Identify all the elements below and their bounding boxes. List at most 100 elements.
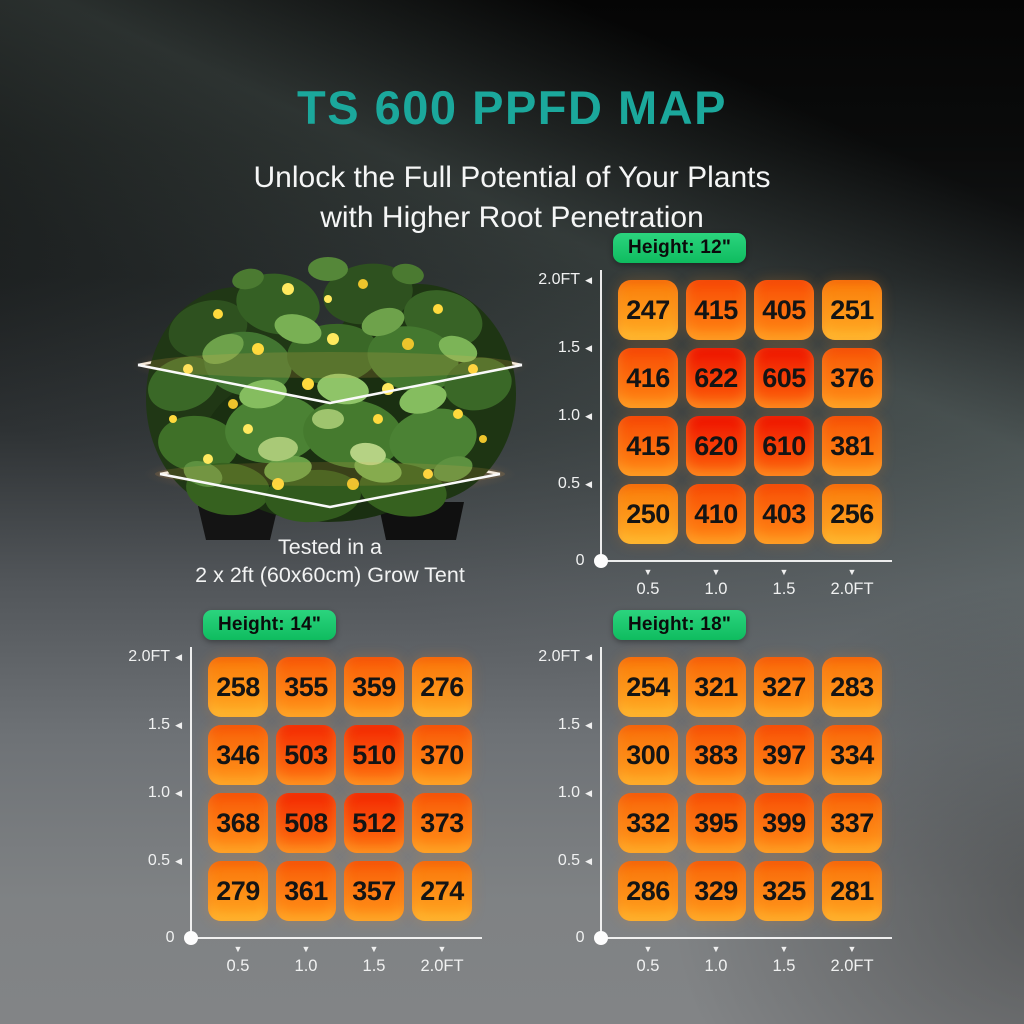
ppfd-cell: 256 bbox=[822, 484, 882, 544]
y-axis-line bbox=[600, 647, 602, 939]
x-tick-arrow-icon: ▼ bbox=[437, 944, 447, 954]
y-axis-label: 0.5 ◀ bbox=[530, 851, 592, 871]
ppfd-value: 376 bbox=[830, 362, 874, 393]
ppfd-value: 332 bbox=[626, 807, 670, 838]
ppfd-value: 361 bbox=[284, 875, 328, 906]
subtitle-line-2: with Higher Root Penetration bbox=[320, 200, 704, 234]
y-tick-arrow-icon: ◀ bbox=[585, 342, 592, 353]
y-axis-label-text: 1.0 bbox=[147, 784, 171, 801]
y-axis-label: 1.5 ◀ bbox=[120, 715, 182, 735]
ppfd-value: 405 bbox=[762, 294, 806, 325]
ppfd-value: 276 bbox=[420, 671, 464, 702]
ppfd-value: 247 bbox=[626, 294, 670, 325]
x-tick-arrow-icon: ▼ bbox=[779, 567, 789, 577]
y-axis-label: 1.0 ◀ bbox=[530, 783, 592, 803]
y-axis-label-text: 1.5 bbox=[557, 339, 581, 356]
ppfd-value: 622 bbox=[694, 362, 738, 393]
ppfd-cell: 332 bbox=[618, 793, 678, 853]
ppfd-value: 329 bbox=[694, 875, 738, 906]
x-axis-label: 1.5 bbox=[772, 580, 796, 598]
y-axis-label-text: 1.5 bbox=[557, 716, 581, 733]
x-tick-arrow-icon: ▼ bbox=[643, 944, 653, 954]
ppfd-value: 300 bbox=[626, 739, 670, 770]
ppfd-value: 399 bbox=[762, 807, 806, 838]
ppfd-value: 605 bbox=[762, 362, 806, 393]
ppfd-value: 512 bbox=[352, 807, 396, 838]
y-axis-label-text: 0.5 bbox=[557, 475, 581, 492]
ppfd-value: 250 bbox=[626, 498, 670, 529]
origin-label-text: 0 bbox=[575, 929, 585, 946]
ppfd-cell: 276 bbox=[412, 657, 472, 717]
y-tick-arrow-icon: ◀ bbox=[585, 478, 592, 489]
ppfd-cell: 403 bbox=[754, 484, 814, 544]
height-badge: Height: 14" bbox=[203, 610, 337, 640]
ppfd-value: 274 bbox=[420, 875, 464, 906]
ppfd-cell: 376 bbox=[822, 348, 882, 408]
x-axis-label: 0.5 bbox=[636, 957, 660, 975]
ppfd-cell: 346 bbox=[208, 725, 268, 785]
x-axis-label: 2.0FT bbox=[830, 580, 874, 598]
y-tick-arrow-icon: ◀ bbox=[175, 651, 182, 662]
ppfd-value: 373 bbox=[420, 807, 464, 838]
x-tick-arrow-icon: ▼ bbox=[643, 567, 653, 577]
ppfd-cell: 373 bbox=[412, 793, 472, 853]
ppfd-panel-height-12: Height: 12" 2.0FT ◀ 1.5 ◀ 1.0 ◀ 0.5 ◀ 0 247 415 40… bbox=[530, 228, 914, 598]
height-badge: Height: 12" bbox=[613, 233, 747, 263]
x-tick-arrow-icon: ▼ bbox=[711, 944, 721, 954]
x-tick-arrow-icon: ▼ bbox=[847, 567, 857, 577]
plant-photo bbox=[128, 234, 532, 540]
x-axis-label: 1.0 bbox=[294, 957, 318, 975]
ppfd-cell: 512 bbox=[344, 793, 404, 853]
x-axis-line bbox=[190, 937, 482, 939]
ppfd-cell: 258 bbox=[208, 657, 268, 717]
x-axis-label: 1.0 bbox=[704, 580, 728, 598]
ppfd-cell: 250 bbox=[618, 484, 678, 544]
page-title: TS 600 PPFD MAP bbox=[297, 81, 727, 134]
ppfd-cell: 416 bbox=[618, 348, 678, 408]
ppfd-cell: 327 bbox=[754, 657, 814, 717]
origin-dot bbox=[594, 931, 608, 945]
ppfd-panel-height-14: Height: 14" 2.0FT ◀ 1.5 ◀ 1.0 ◀ 0.5 ◀ 0 258 355 35… bbox=[120, 605, 504, 975]
y-axis-label-text: 0.5 bbox=[557, 852, 581, 869]
y-tick-arrow-icon: ◀ bbox=[585, 410, 592, 421]
ppfd-cell: 510 bbox=[344, 725, 404, 785]
ppfd-value: 416 bbox=[626, 362, 670, 393]
ppfd-value: 357 bbox=[352, 875, 396, 906]
ppfd-cell: 410 bbox=[686, 484, 746, 544]
origin-label: 0 bbox=[530, 551, 592, 571]
height-badge: Height: 18" bbox=[613, 610, 747, 640]
x-tick-arrow-icon: ▼ bbox=[369, 944, 379, 954]
ppfd-cell: 254 bbox=[618, 657, 678, 717]
ppfd-value: 410 bbox=[694, 498, 738, 529]
ppfd-cell: 286 bbox=[618, 861, 678, 921]
tent-caption: Tested in a 2 x 2ft (60x60cm) Grow Tent bbox=[110, 534, 550, 590]
ppfd-value: 346 bbox=[216, 739, 260, 770]
ppfd-cell: 325 bbox=[754, 861, 814, 921]
y-tick-arrow-icon: ◀ bbox=[585, 719, 592, 730]
ppfd-cell: 251 bbox=[822, 280, 882, 340]
y-axis-label-text: 0.5 bbox=[147, 852, 171, 869]
y-tick-arrow-icon: ◀ bbox=[175, 719, 182, 730]
ppfd-cells: 254 321 327 283 300 383 397 334 332 395 399 337 286 3… bbox=[618, 657, 882, 921]
ppfd-value: 397 bbox=[762, 739, 806, 770]
ppfd-value: 283 bbox=[830, 671, 874, 702]
y-axis-label-text: 2.0FT bbox=[128, 648, 171, 665]
y-axis-label: 1.0 ◀ bbox=[530, 406, 592, 426]
y-axis-label-text: 1.5 bbox=[147, 716, 171, 733]
plant-illustration bbox=[130, 257, 530, 540]
ppfd-cell: 329 bbox=[686, 861, 746, 921]
page-subtitle: Unlock the Full Potential of Your Plants… bbox=[0, 158, 1024, 238]
x-axis-line bbox=[600, 560, 892, 562]
x-tick-arrow-icon: ▼ bbox=[711, 567, 721, 577]
ppfd-value: 355 bbox=[284, 671, 328, 702]
ppfd-grid-14: 2.0FT ◀ 1.5 ◀ 1.0 ◀ 0.5 ◀ 0 258 355 359 276 346 503 51… bbox=[128, 647, 504, 975]
ppfd-value: 337 bbox=[830, 807, 874, 838]
foliage bbox=[146, 257, 516, 523]
y-axis-label-text: 1.0 bbox=[557, 407, 581, 424]
ppfd-cell: 381 bbox=[822, 416, 882, 476]
y-tick-arrow-icon: ◀ bbox=[585, 274, 592, 285]
ppfd-value: 368 bbox=[216, 807, 260, 838]
y-tick-arrow-icon: ◀ bbox=[585, 855, 592, 866]
x-axis-line bbox=[600, 937, 892, 939]
